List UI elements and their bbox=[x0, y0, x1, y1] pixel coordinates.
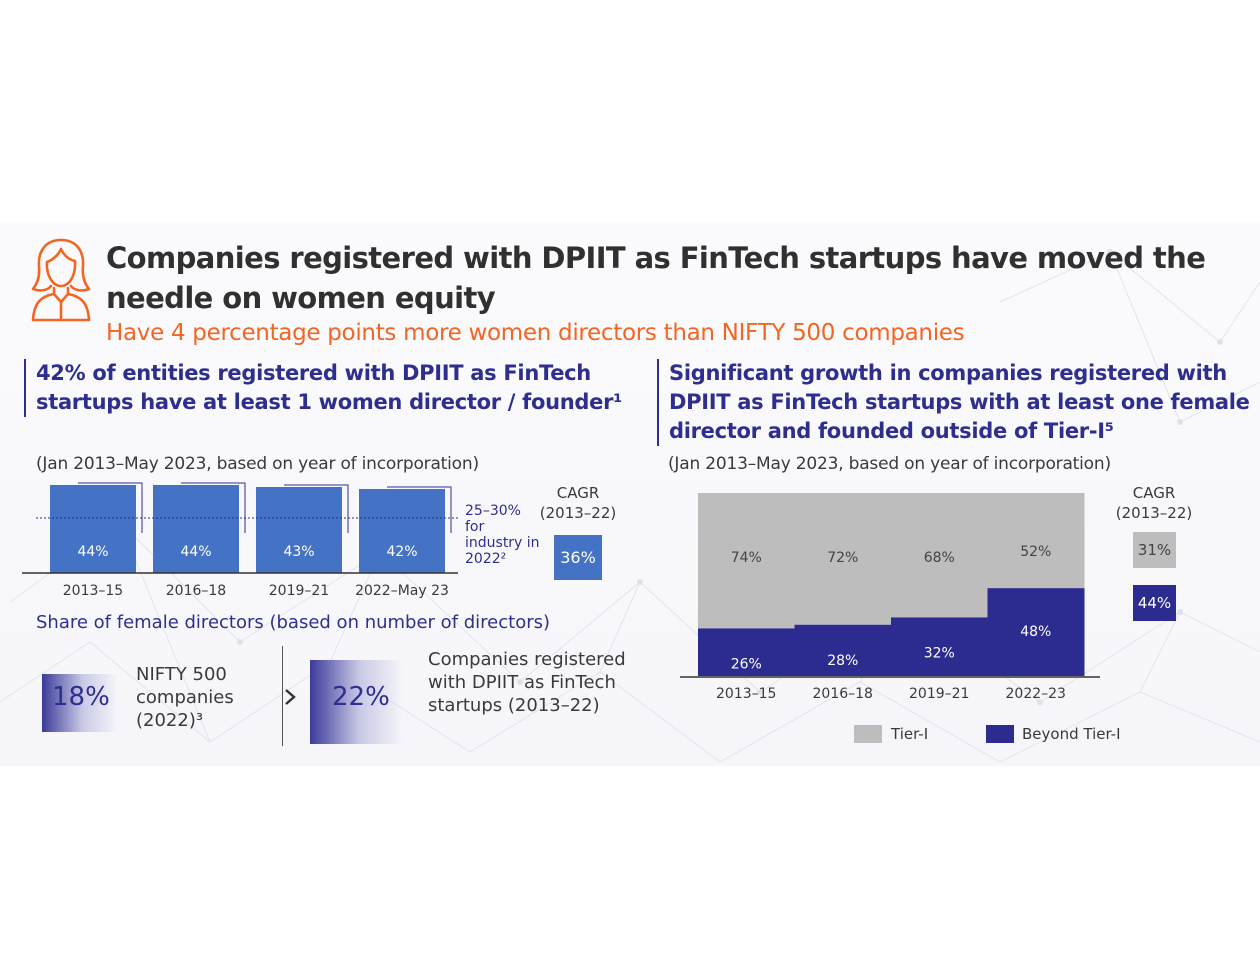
right-cagr-label-2: (2013–22) bbox=[1115, 504, 1193, 522]
dpiit-pct: 22% bbox=[332, 682, 390, 712]
bar-outline-2 bbox=[284, 484, 349, 533]
left-note: (Jan 2013–May 2023, based on year of inc… bbox=[36, 454, 479, 474]
bar-outline-0 bbox=[78, 482, 143, 533]
bar-1 bbox=[153, 485, 239, 573]
category-label-2: 2019–21 bbox=[909, 686, 969, 702]
left-cagr-label-2: (2013–22) bbox=[539, 504, 617, 522]
nifty-text: NIFTY 500 companies (2022)³ bbox=[136, 664, 234, 731]
legend-swatch-beyond bbox=[986, 725, 1014, 743]
tier1-label-2: 68% bbox=[924, 550, 955, 566]
tier1-segment-0 bbox=[698, 493, 795, 629]
tier1-label-0: 74% bbox=[731, 550, 762, 566]
beyond-label-0: 26% bbox=[731, 656, 762, 672]
left-section-heading: 42% of entities registered with DPIIT as… bbox=[24, 359, 626, 417]
women-director-bar-chart: 44% 2013–15 44% 2016–18 43% 2019–21 42% 2022–Ma… bbox=[22, 482, 458, 599]
right-note: (Jan 2013–May 2023, based on year of inc… bbox=[668, 454, 1111, 474]
bar-label-0: 44% bbox=[77, 544, 108, 560]
left-cagr-value: 36% bbox=[554, 535, 602, 580]
beyond-segment-1 bbox=[794, 624, 892, 676]
legend-swatch-tier1 bbox=[854, 725, 882, 743]
beyond-segment-0 bbox=[698, 628, 795, 676]
tier1-segment-3 bbox=[987, 493, 1085, 589]
category-label-0: 2013–15 bbox=[63, 583, 123, 599]
bar-outline-1 bbox=[181, 482, 246, 533]
bar-label-1: 44% bbox=[180, 544, 211, 560]
category-label-0: 2013–15 bbox=[716, 686, 776, 702]
right-cagr-label-1: CAGR bbox=[1132, 484, 1176, 502]
tier-stacked-chart: 74% 26% 2013–15 72% 28% 2016–18 68% 32% 2019–21 5… bbox=[680, 493, 1100, 702]
bar-3 bbox=[359, 489, 445, 573]
category-label-1: 2016–18 bbox=[813, 686, 873, 702]
bar-label-2: 43% bbox=[283, 544, 314, 560]
nifty-gradient bbox=[42, 674, 132, 732]
category-label-2: 2019–21 bbox=[269, 583, 329, 599]
right-section-heading: Significant growth in companies register… bbox=[657, 359, 1259, 446]
woman-profile-icon bbox=[31, 238, 91, 322]
beyond-label-3: 48% bbox=[1020, 624, 1051, 640]
left-cagr-label-1: CAGR bbox=[556, 484, 600, 502]
industry-note: 25–30% for industry in 2022² bbox=[465, 503, 540, 567]
dpiit-gradient bbox=[310, 660, 420, 744]
page-title: Companies registered with DPIIT as FinTe… bbox=[106, 241, 1206, 315]
bar-0 bbox=[50, 485, 136, 573]
right-cagr-label: CAGR (2013–22) bbox=[1114, 483, 1194, 523]
beyond-label-2: 32% bbox=[924, 645, 955, 661]
nifty-pct: 18% bbox=[52, 682, 110, 712]
category-label-1: 2016–18 bbox=[166, 583, 226, 599]
divider bbox=[282, 646, 283, 746]
category-label-3: 2022–May 23 bbox=[355, 583, 449, 599]
dpiit-text: Companies registered with DPIIT as FinTe… bbox=[428, 649, 626, 716]
category-label-3: 2022–23 bbox=[1006, 686, 1066, 702]
share-title: Share of female directors (based on numb… bbox=[36, 612, 551, 633]
beyond-segment-3 bbox=[987, 588, 1085, 676]
legend-label-tier1: Tier-I bbox=[891, 725, 929, 743]
bar-label-3: 42% bbox=[386, 544, 417, 560]
beyond-label-1: 28% bbox=[827, 653, 858, 669]
left-cagr-label: CAGR (2013–22) bbox=[538, 483, 618, 523]
page-subtitle: Have 4 percentage points more women dire… bbox=[106, 320, 965, 346]
tier1-segment-2 bbox=[891, 493, 988, 618]
tier1-label-3: 52% bbox=[1020, 544, 1051, 560]
chevron-right-icon bbox=[285, 689, 296, 705]
beyond-segment-2 bbox=[891, 617, 988, 676]
legend-label-beyond: Beyond Tier-I bbox=[1022, 725, 1121, 743]
tier1-label-1: 72% bbox=[827, 550, 858, 566]
bar-2 bbox=[256, 487, 342, 573]
cagr-tier1-value: 31% bbox=[1133, 532, 1176, 568]
tier1-segment-1 bbox=[794, 493, 892, 625]
bar-outline-3 bbox=[387, 486, 452, 533]
cagr-beyond-value: 44% bbox=[1133, 585, 1176, 621]
